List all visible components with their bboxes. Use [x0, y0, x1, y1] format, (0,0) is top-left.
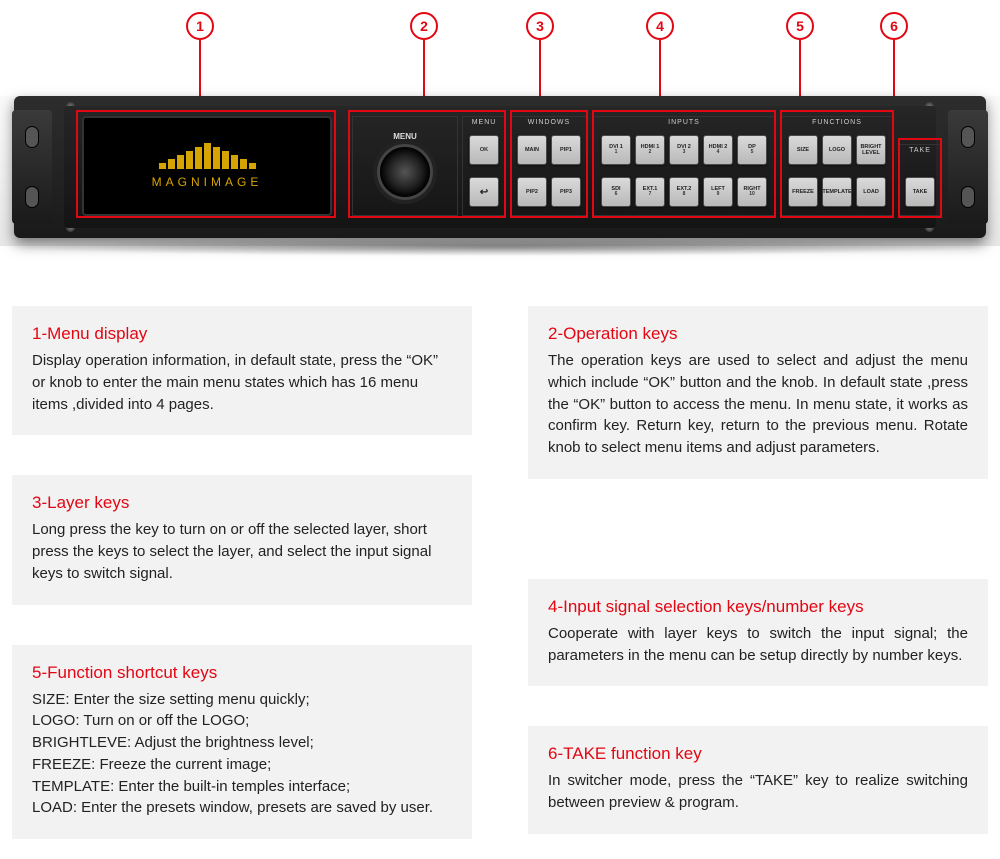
hw-button[interactable]: DVI 23: [669, 135, 699, 165]
desc-box-5: 5-Function shortcut keys SIZE: Enter the…: [12, 645, 472, 840]
desc-box-2: 2-Operation keys The operation keys are …: [528, 306, 988, 479]
hw-button[interactable]: FREEZE: [788, 177, 818, 207]
knob-label: MENU: [393, 132, 417, 141]
knob-section: MENU: [352, 116, 458, 216]
hw-button[interactable]: LEFT9: [703, 177, 733, 207]
section-title: WINDOWS: [511, 119, 587, 126]
callout-6: 6: [880, 12, 908, 98]
hw-button[interactable]: SDI6: [601, 177, 631, 207]
rack-ear-left: [12, 110, 52, 224]
section-title: TAKE: [899, 147, 941, 154]
section-take: TAKE TAKE: [898, 144, 942, 216]
description-column-right: 2-Operation keys The operation keys are …: [528, 306, 988, 839]
desc-title: 6-TAKE function key: [548, 744, 968, 764]
desc-title: 5-Function shortcut keys: [32, 663, 452, 683]
device-chassis: MAGNIMAGE MENU MENU OK ↩ WINDOWS MAINPIP…: [14, 96, 986, 238]
hw-button[interactable]: OK: [469, 135, 499, 165]
page: 123456 MAGNI: [0, 0, 1000, 857]
description-column-left: 1-Menu display Display operation informa…: [12, 306, 472, 839]
callout-1: 1: [186, 12, 214, 98]
desc-body: Long press the key to turn on or off the…: [32, 519, 452, 584]
desc-title: 3-Layer keys: [32, 493, 452, 513]
brand-logo-icon: [159, 143, 256, 169]
hw-button[interactable]: TEMPLATE: [822, 177, 852, 207]
hw-button[interactable]: LOAD: [856, 177, 886, 207]
hw-button[interactable]: EXT.28: [669, 177, 699, 207]
callout-5: 5: [786, 12, 814, 98]
desc-body: Cooperate with layer keys to switch the …: [548, 623, 968, 667]
hw-button[interactable]: TAKE: [905, 177, 935, 207]
hw-button[interactable]: LOGO: [822, 135, 852, 165]
desc-body: The operation keys are used to select an…: [548, 350, 968, 459]
hw-button[interactable]: SIZE: [788, 135, 818, 165]
hw-button[interactable]: PIP1: [551, 135, 581, 165]
desc-title: 1-Menu display: [32, 324, 452, 344]
desc-body: Display operation information, in defaul…: [32, 350, 452, 415]
callout-number: 4: [646, 12, 674, 40]
desc-box-1: 1-Menu display Display operation informa…: [12, 306, 472, 435]
desc-title: 2-Operation keys: [548, 324, 968, 344]
callout-2: 2: [410, 12, 438, 98]
callout-row: 1 2 3 4 5 6: [0, 0, 1000, 96]
description-grid: 1-Menu display Display operation informa…: [0, 246, 1000, 857]
section-functions: FUNCTIONS SIZELOGOBRIGHT LEVEL FREEZETEM…: [780, 116, 894, 216]
hw-button[interactable]: ↩: [469, 177, 499, 207]
hw-button[interactable]: PIP3: [551, 177, 581, 207]
hw-button[interactable]: RIGHT10: [737, 177, 767, 207]
hw-button[interactable]: DP5: [737, 135, 767, 165]
desc-body: SIZE: Enter the size setting menu quickl…: [32, 689, 452, 820]
section-title: FUNCTIONS: [781, 119, 893, 126]
section-inputs: INPUTS DVI 11HDMI 12DVI 23HDMI 24DP5 SDI…: [592, 116, 776, 216]
hw-button[interactable]: HDMI 24: [703, 135, 733, 165]
hw-button[interactable]: DVI 11: [601, 135, 631, 165]
hw-button[interactable]: MAIN: [517, 135, 547, 165]
rack-ear-right: [948, 110, 988, 224]
section-windows: WINDOWS MAINPIP1 PIP2PIP3: [510, 116, 588, 216]
desc-box-6: 6-TAKE function key In switcher mode, pr…: [528, 726, 988, 834]
section-title: INPUTS: [593, 119, 775, 126]
desc-title: 4-Input signal selection keys/number key…: [548, 597, 968, 617]
hw-button[interactable]: PIP2: [517, 177, 547, 207]
brand-text: MAGNIMAGE: [152, 175, 263, 189]
callout-3: 3: [526, 12, 554, 98]
callout-4: 4: [646, 12, 674, 98]
menu-knob[interactable]: [377, 144, 433, 200]
menu-display-screen: MAGNIMAGE: [82, 116, 332, 216]
callout-number: 2: [410, 12, 438, 40]
hw-button[interactable]: BRIGHT LEVEL: [856, 135, 886, 165]
section-title: MENU: [463, 119, 505, 126]
callout-number: 3: [526, 12, 554, 40]
device-face: MAGNIMAGE MENU MENU OK ↩ WINDOWS MAINPIP…: [64, 106, 936, 228]
callout-number: 6: [880, 12, 908, 40]
desc-box-3: 3-Layer keys Long press the key to turn …: [12, 475, 472, 604]
hw-button[interactable]: EXT.17: [635, 177, 665, 207]
hw-button[interactable]: HDMI 12: [635, 135, 665, 165]
desc-box-4: 4-Input signal selection keys/number key…: [528, 579, 988, 687]
callout-number: 1: [186, 12, 214, 40]
callout-number: 5: [786, 12, 814, 40]
desc-body: In switcher mode, press the “TAKE” key t…: [548, 770, 968, 814]
section-menu: MENU OK ↩: [462, 116, 506, 216]
device-panel: MAGNIMAGE MENU MENU OK ↩ WINDOWS MAINPIP…: [0, 96, 1000, 246]
